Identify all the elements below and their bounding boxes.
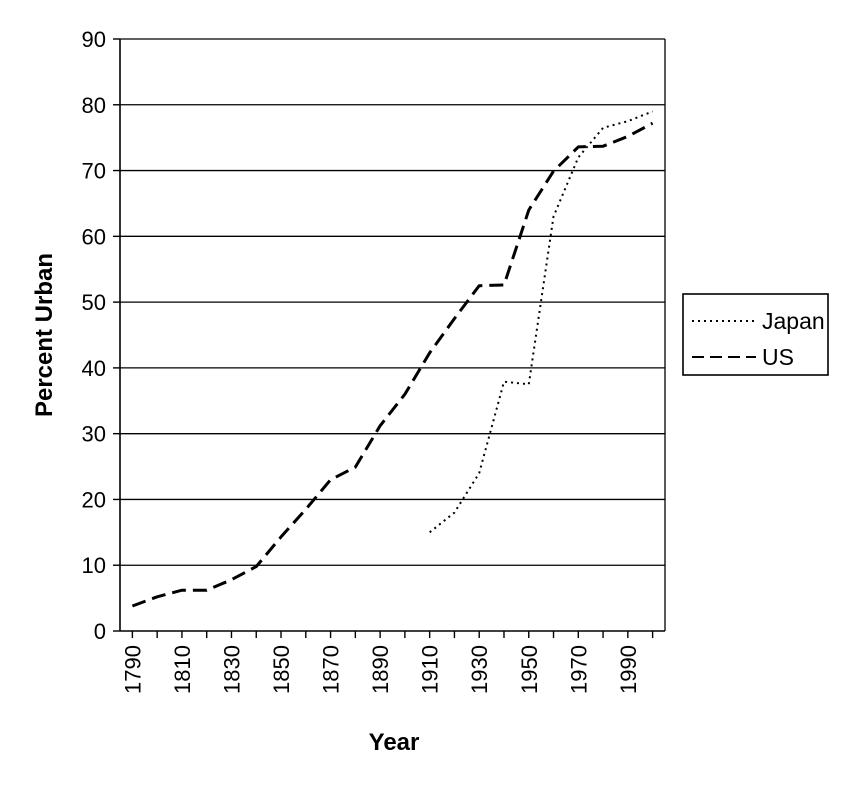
x-tick-label: 1910 [418,645,443,694]
series-layer [131,110,654,608]
x-axis-ticks: 1790 1810 1830 1850 1870 1890 1910 1930 1950 1970… [120,631,654,694]
x-tick-label: 1870 [319,645,344,694]
y-tick-label: 90 [82,27,106,52]
legend-label-us: US [762,344,794,370]
y-tick-label: 10 [82,553,106,578]
y-axis-title: Percent Urban [31,253,58,417]
y-tick-label: 20 [82,487,106,512]
y-tick-label: 70 [82,159,106,184]
legend: Japan US [682,293,829,376]
series-line-japan [429,110,653,534]
x-tick-label: 1990 [616,645,641,694]
series-line-us [131,121,654,608]
x-tick-label: 1790 [120,645,145,694]
legend-box [682,293,829,376]
x-tick-label: 1970 [566,645,591,694]
y-tick-label: 50 [82,290,106,315]
y-tick-label: 0 [94,619,106,644]
x-tick-label: 1950 [517,645,542,694]
x-tick-label: 1930 [467,645,492,694]
gridlines [120,38,665,566]
legend-label-japan: Japan [762,308,825,334]
axes [119,39,666,632]
y-tick-label: 60 [82,224,106,249]
x-tick-label: 1850 [269,645,294,694]
y-axis-ticks: 0 10 20 30 40 50 60 70 80 90 [82,27,120,644]
x-tick-label: 1830 [219,645,244,694]
y-tick-label: 30 [82,422,106,447]
x-tick-label: 1810 [170,645,195,694]
y-tick-label: 80 [82,93,106,118]
y-tick-label: 40 [82,356,106,381]
x-axis-title: Year [369,729,420,756]
x-tick-label: 1890 [368,645,393,694]
